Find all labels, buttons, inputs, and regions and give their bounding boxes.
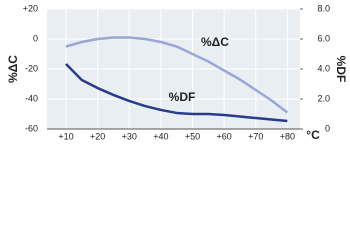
x-tick-label: +70 <box>248 131 263 141</box>
y2-tick-label: 2.0 <box>317 93 330 103</box>
x-tick-label: +80 <box>280 131 295 141</box>
y2-tick-label: 4.0 <box>317 63 330 73</box>
x-tick-label: +20 <box>90 131 105 141</box>
x-tick-label: +40 <box>153 131 168 141</box>
y-tick-label: 0 <box>33 33 38 43</box>
y2-tick-label: 6.0 <box>317 33 330 43</box>
y-axis-title: %ΔC <box>6 55 20 83</box>
y-tick-label: +20 <box>23 3 38 13</box>
x-tick-label: +10 <box>58 131 73 141</box>
y-tick-label: -40 <box>25 93 38 103</box>
y2-tick-label: 0 <box>325 123 330 133</box>
series-line <box>65 36 289 114</box>
series-line <box>65 63 288 123</box>
x-tick-label: +30 <box>122 131 137 141</box>
x-axis-title: °C <box>306 128 320 142</box>
x-tick-label: +50 <box>185 131 200 141</box>
y-tick-label: -20 <box>25 63 38 73</box>
series-label: %DF <box>169 90 196 104</box>
series-label: %ΔC <box>201 35 229 49</box>
chart: %ΔC %DF °C -60 -40 -20 0 +20 0 2.0 4.0 6.0 8.0 +10… <box>6 3 348 142</box>
y-tick-label: -60 <box>25 123 38 133</box>
y2-axis-title: %DF <box>334 56 348 83</box>
y2-tick-label: 8.0 <box>317 3 330 13</box>
x-tick-label: +60 <box>216 131 231 141</box>
